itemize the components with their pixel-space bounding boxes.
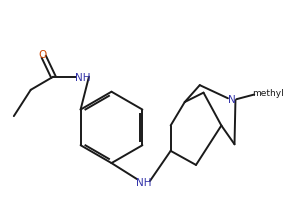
- Text: O: O: [39, 50, 47, 60]
- Text: methyl: methyl: [252, 89, 284, 98]
- Text: N: N: [228, 95, 235, 105]
- Text: NH: NH: [136, 177, 151, 187]
- Text: NH: NH: [75, 72, 90, 82]
